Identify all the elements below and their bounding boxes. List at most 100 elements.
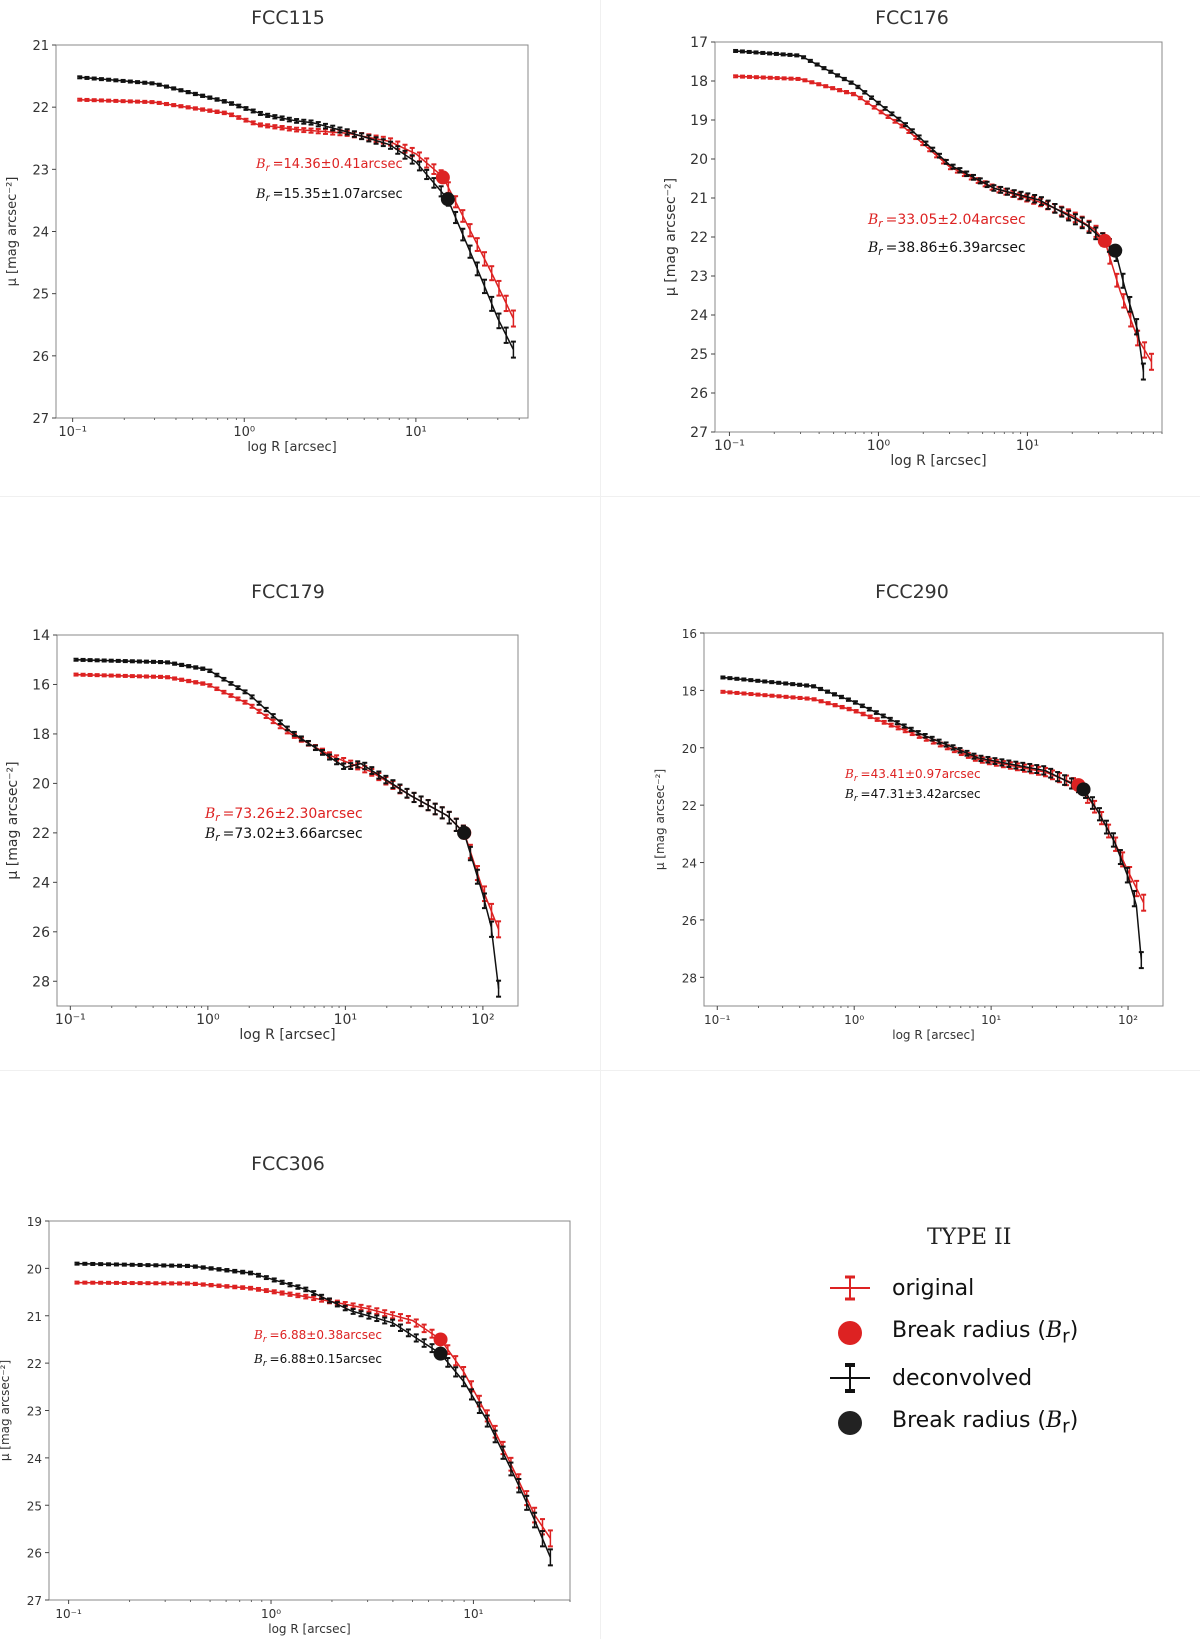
y-tick-label: 18 (682, 684, 697, 698)
break-radius-original-point (1097, 233, 1112, 248)
plot-frame (56, 634, 519, 1007)
x-tick-label: 10⁻¹ (714, 438, 745, 454)
x-tick-label: 10⁻¹ (58, 425, 87, 440)
deconvolved-series (77, 75, 516, 359)
y-tick-label: 28 (32, 974, 50, 990)
x-tick-label: 10¹ (981, 1013, 1001, 1027)
divider (600, 0, 601, 1639)
plot-frame (48, 1220, 571, 1601)
y-axis-label: μ [mag arcsec⁻²] (0, 1360, 12, 1461)
y-axis-label: μ [mag arcsec⁻²] (663, 178, 679, 296)
x-tick-label: 10² (471, 1012, 494, 1028)
x-axis-label: log R [arcsec] (247, 440, 336, 455)
legend-label-deconvolved: deconvolved (892, 1365, 1033, 1391)
x-tick-label: 10⁰ (233, 425, 255, 440)
y-axis-label: μ [mag arcsec⁻²] (5, 177, 20, 287)
chart-title: FCC290 (875, 581, 949, 603)
legend-suffix: ) (1069, 1408, 1079, 1434)
x-tick-label: 10⁻¹ (55, 1012, 86, 1028)
legend-math: B (1046, 1408, 1063, 1434)
y-tick-label: 23 (690, 269, 708, 285)
black-dot-icon (820, 1403, 880, 1443)
y-tick-label: 23 (32, 163, 49, 178)
deconvolved-series (74, 1261, 553, 1567)
chart-title: FCC176 (875, 7, 949, 29)
y-tick-label: 18 (32, 727, 50, 743)
y-tick-label: 20 (682, 742, 697, 756)
chart-title: FCC115 (251, 7, 325, 29)
y-tick-label: 23 (27, 1405, 42, 1419)
y-tick-label: 22 (682, 799, 697, 813)
x-tick-label: 10¹ (463, 1607, 483, 1621)
legend-suffix: ) (1069, 1318, 1079, 1344)
break-radius-original-label: Br =73.26±2.30arcsec (204, 806, 363, 824)
y-tick-label: 25 (32, 288, 49, 303)
deconvolved-series (720, 675, 1144, 970)
y-tick-label: 26 (27, 1547, 42, 1561)
y-tick-label: 22 (690, 230, 708, 246)
y-tick-label: 24 (32, 226, 49, 241)
break-radius-original-label: Br =43.41±0.97arcsec (844, 767, 981, 784)
x-tick-label: 10⁰ (261, 1607, 281, 1621)
break-radius-deconvolved-label: Br =38.86±6.39arcsec (867, 240, 1026, 258)
y-tick-label: 16 (32, 677, 50, 693)
legend: TYPE II original Break radius (Br) (820, 1225, 1180, 1485)
y-tick-label: 20 (32, 776, 50, 792)
x-tick-label: 10⁰ (196, 1012, 220, 1028)
y-tick-label: 25 (690, 347, 708, 363)
y-tick-label: 28 (682, 971, 697, 985)
y-tick-label: 24 (690, 308, 708, 324)
x-axis-label: log R [arcsec] (892, 1028, 974, 1042)
x-tick-label: 10⁰ (867, 438, 891, 454)
break-radius-deconvolved-point (1076, 782, 1091, 797)
y-tick-label: 21 (27, 1310, 42, 1324)
break-radius-deconvolved-label: Br =47.31±3.42arcsec (844, 787, 981, 804)
legend-title: TYPE II (927, 1225, 1012, 1250)
break-radius-deconvolved-point (1108, 243, 1123, 258)
y-tick-label: 26 (690, 386, 708, 402)
legend-sub: r (1062, 1416, 1070, 1438)
legend-math: B (1046, 1318, 1063, 1344)
legend-sub: r (1062, 1326, 1070, 1348)
legend-item-deconvolved: deconvolved (820, 1358, 1032, 1398)
break-radius-original-point (433, 1332, 448, 1347)
y-tick-label: 21 (32, 39, 49, 54)
y-tick-label: 16 (682, 627, 697, 641)
x-tick-label: 10¹ (405, 425, 427, 440)
y-tick-label: 14 (32, 628, 50, 644)
deconvolved-series (73, 657, 502, 998)
y-tick-label: 17 (690, 35, 708, 51)
legend-label-original: original (892, 1275, 975, 1301)
y-tick-label: 22 (32, 101, 49, 116)
y-tick-label: 27 (27, 1594, 42, 1608)
x-axis-label: log R [arcsec] (239, 1027, 335, 1043)
x-tick-label: 10⁻¹ (704, 1013, 731, 1027)
y-tick-label: 24 (27, 1452, 42, 1466)
y-tick-label: 27 (690, 425, 708, 441)
break-radius-original-point (435, 170, 450, 185)
legend-item-original: original (820, 1268, 974, 1308)
y-tick-label: 20 (690, 152, 708, 168)
legend-label-break-deconvolved: Break radius (Br) (892, 1408, 1078, 1437)
y-tick-label: 26 (32, 925, 50, 941)
y-tick-label: 19 (27, 1215, 42, 1229)
plot-frame (703, 632, 1164, 1007)
y-tick-label: 24 (682, 857, 697, 871)
legend-item-break-original: Break radius (Br) (820, 1313, 1078, 1353)
y-tick-label: 26 (682, 914, 697, 928)
x-axis-label: log R [arcsec] (268, 1622, 350, 1636)
y-tick-label: 20 (27, 1262, 42, 1276)
y-tick-label: 25 (27, 1499, 42, 1513)
x-axis-label: log R [arcsec] (890, 453, 986, 469)
x-tick-label: 10⁰ (844, 1013, 864, 1027)
y-tick-label: 22 (27, 1357, 42, 1371)
legend-label-break-original: Break radius (Br) (892, 1318, 1078, 1347)
y-tick-label: 22 (32, 826, 50, 842)
break-radius-deconvolved-point (440, 192, 455, 207)
break-radius-deconvolved-label: Br =73.02±3.66arcsec (204, 826, 363, 844)
